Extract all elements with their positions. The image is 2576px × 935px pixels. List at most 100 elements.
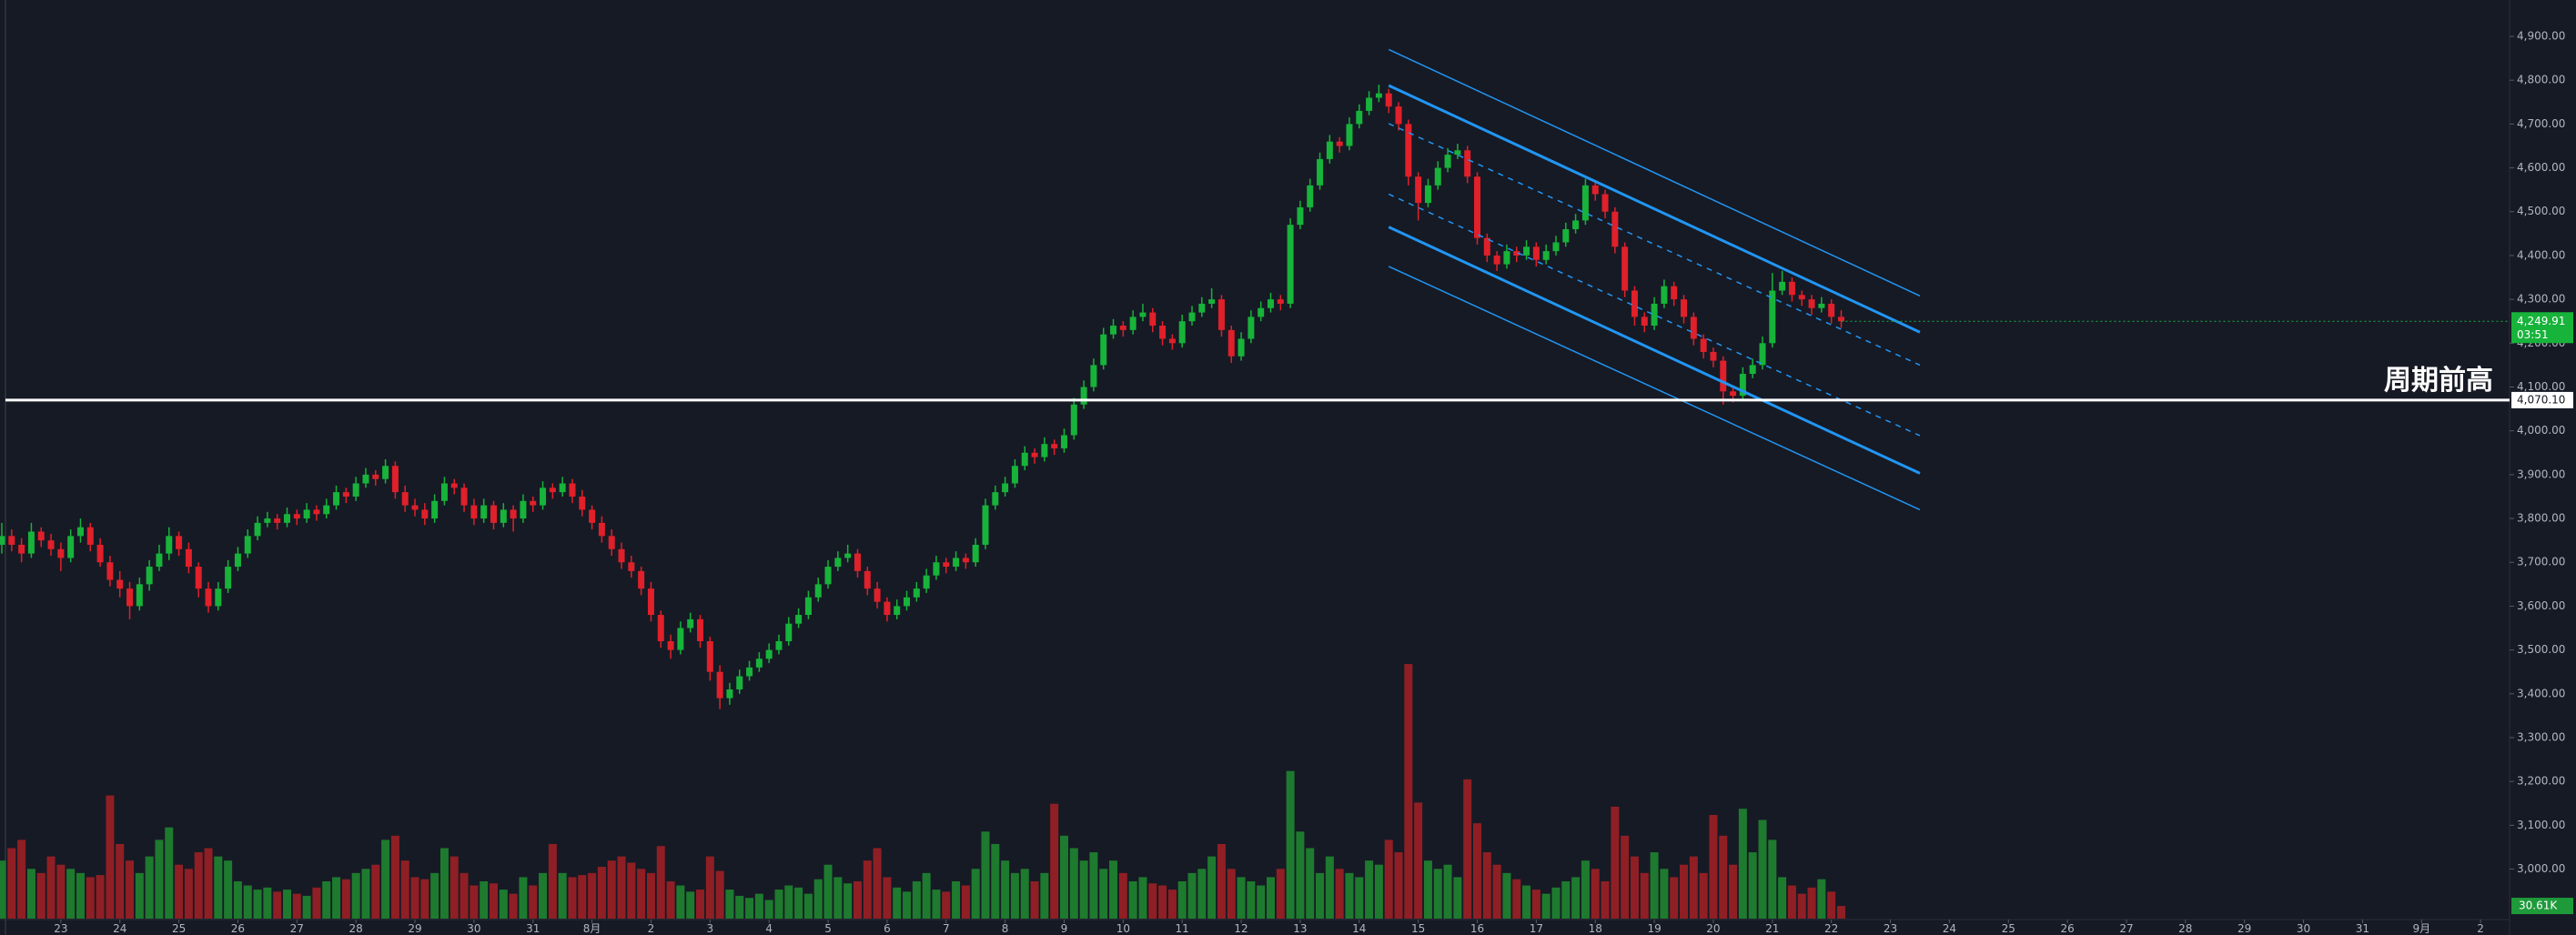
volume-bar [529, 885, 538, 919]
candle-body [874, 588, 881, 602]
volume-bar [204, 848, 213, 919]
volume-bar [1207, 856, 1217, 919]
candle-body [1041, 444, 1048, 457]
volume-bar [1748, 852, 1757, 919]
x-tick-label: 26 [231, 922, 245, 935]
volume-bar [1128, 880, 1137, 919]
volume-bar [1670, 877, 1679, 919]
candle-body [1129, 317, 1136, 330]
candle-body [490, 505, 497, 523]
volume-bar [1650, 852, 1659, 919]
candle-body [1119, 326, 1126, 330]
x-tick-label: 10 [1116, 922, 1130, 935]
candle-body [697, 618, 704, 641]
volume-bar [381, 839, 390, 919]
volume-bar [597, 867, 606, 919]
volume-bar [351, 872, 360, 919]
x-tick-label: 28 [349, 922, 363, 935]
volume-bar [794, 887, 803, 919]
candle-body [1700, 338, 1707, 352]
x-tick-label: 14 [1352, 922, 1366, 935]
candle-body [96, 544, 104, 563]
volume-bar [1197, 869, 1207, 919]
candle-body [1730, 391, 1737, 397]
volume-bar [1030, 880, 1039, 919]
candle-body [943, 562, 950, 568]
volume-bar [646, 872, 655, 919]
volume-bar [420, 879, 429, 919]
volume-bar [676, 885, 685, 919]
candle-body [1749, 365, 1756, 375]
candle-body [1837, 317, 1844, 322]
candle-body [37, 531, 45, 541]
x-tick-label: 30 [467, 922, 480, 935]
candle-body [530, 500, 537, 506]
volume-bar [1502, 872, 1511, 919]
candle-body [1168, 338, 1176, 344]
volume-bar [1040, 872, 1049, 919]
volume-label: 30.61K [2519, 900, 2558, 912]
volume-bar [1050, 803, 1059, 919]
volume-bar [745, 898, 754, 919]
candle-body [342, 492, 349, 497]
volume-bar [1020, 869, 1029, 919]
candle-body [1513, 251, 1520, 256]
volume-bar [145, 856, 154, 919]
candle-body [1661, 286, 1668, 304]
candle-body [18, 544, 25, 554]
volume-bar [1611, 806, 1620, 919]
volume-bar [627, 862, 636, 919]
volume-bar [371, 864, 380, 919]
candle-body [1060, 435, 1067, 448]
volume-bar [46, 856, 56, 919]
x-tick-label: 11 [1176, 922, 1189, 935]
candle-body [628, 562, 635, 571]
volume-bar [1512, 879, 1521, 919]
candle-body [1159, 326, 1167, 339]
volume-bar [243, 885, 252, 919]
x-tick-label: 8 [1002, 922, 1009, 935]
volume-bar [1306, 848, 1315, 919]
candle-body [1424, 185, 1431, 204]
volume-bar [490, 883, 498, 919]
volume-bar [1079, 860, 1088, 919]
candle-body [293, 514, 300, 519]
candle-body [1434, 167, 1441, 186]
candle-body [1503, 251, 1510, 265]
volume-bar [214, 856, 223, 919]
x-tick-label: 9月 [2412, 922, 2430, 935]
y-tick-label: 4,800.00 [2517, 74, 2565, 86]
candle-body [362, 474, 369, 484]
volume-bar [1148, 883, 1157, 919]
volume-bar [1345, 872, 1354, 919]
volume-bar [1482, 852, 1491, 919]
volume-bar [253, 890, 262, 919]
x-tick-label: 22 [1824, 922, 1838, 935]
volume-bar [1138, 877, 1147, 919]
volume-bar [499, 890, 508, 919]
y-tick-label: 3,500.00 [2517, 643, 2565, 656]
candle-body [1021, 452, 1028, 467]
volume-bar [833, 877, 843, 919]
y-tick-label: 4,400.00 [2517, 248, 2565, 261]
y-tick-label: 4,900.00 [2517, 29, 2565, 42]
candle-body [608, 536, 615, 549]
volume-bar [853, 880, 862, 919]
volume-bar [1719, 835, 1728, 919]
volume-bar [312, 887, 321, 919]
x-tick-label: 31 [2356, 922, 2369, 935]
candle-body [1523, 246, 1530, 256]
hline-price-box [2511, 391, 2573, 408]
volume-bar [1266, 877, 1275, 919]
candle-body [844, 553, 852, 558]
candle-body [1690, 317, 1697, 339]
y-tick-label: 3,200.00 [2517, 775, 2565, 788]
y-tick-label: 3,400.00 [2517, 687, 2565, 699]
candle-body [1591, 185, 1599, 195]
volume-bar [1453, 877, 1462, 919]
volume-bar [1374, 864, 1383, 919]
volume-bar [912, 880, 921, 919]
volume-bar [1836, 906, 1845, 919]
y-tick-label: 3,900.00 [2517, 468, 2565, 480]
volume-bar [135, 872, 144, 919]
